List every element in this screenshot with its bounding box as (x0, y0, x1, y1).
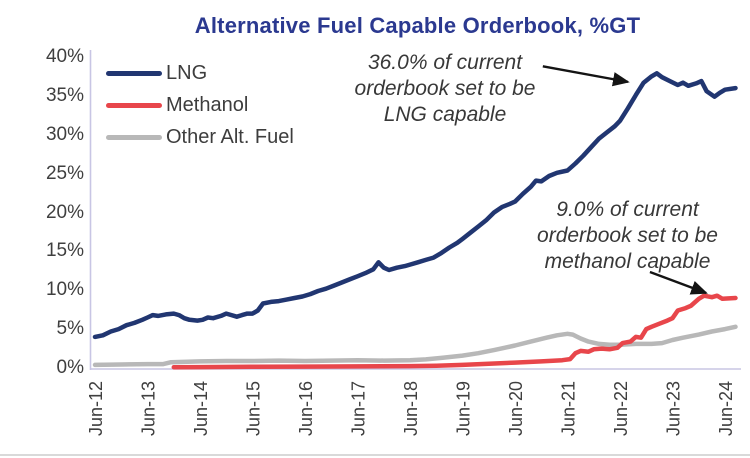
y-tick-label: 40% (45, 46, 84, 67)
x-tick-label: Jun-15 (244, 381, 264, 436)
annotation-lng-capable: 36.0% of current orderbook set to be LNG… (354, 51, 536, 126)
lng-line-swatch-icon (106, 70, 162, 76)
annotation-arrow-1 (649, 270, 708, 295)
methanol-line-swatch-icon (106, 102, 162, 108)
x-tick-label: Jun-20 (506, 381, 526, 436)
y-tick-label: 20% (45, 201, 84, 223)
series-line-other-alt-fuel (92, 324, 738, 368)
series-line-lng (92, 71, 738, 340)
x-tick-label: Jun-22 (611, 381, 631, 436)
y-tick-label: 0% (56, 357, 84, 378)
legend-label-other-alt-fuel: Other Alt. Fuel (166, 125, 294, 148)
x-tick-label: Jun-17 (349, 381, 369, 436)
annotation-arrow-0 (542, 65, 630, 87)
y-tick-label: 25% (45, 162, 84, 184)
x-tick-label: Jun-14 (191, 381, 211, 436)
x-tick-label: Jun-18 (401, 381, 421, 436)
y-tick-label: 10% (45, 279, 84, 301)
x-tick-label: Jun-13 (139, 381, 159, 436)
chart-title: Alternative Fuel Capable Orderbook, %GT (194, 13, 641, 38)
legend-item-other-alt-fuel: Other Alt. Fuel (106, 121, 294, 153)
annotation-methanol-capable: 9.0% of current orderbook set to be meth… (537, 198, 718, 273)
series-line-methanol (171, 293, 738, 370)
x-tick-label: Jun-16 (296, 381, 316, 436)
y-tick-label: 15% (45, 240, 84, 262)
bottom-border (0, 454, 750, 456)
legend-item-methanol: Methanol (106, 89, 294, 121)
legend-label-lng: LNG (166, 61, 208, 84)
other-alt-fuel-line-swatch-icon (106, 134, 162, 140)
legend-label-methanol: Methanol (166, 93, 249, 116)
y-tick-label: 30% (45, 123, 84, 145)
x-tick-label: Jun-23 (664, 381, 684, 436)
x-tick-label: Jun-12 (86, 381, 106, 436)
x-tick-label: Jun-24 (716, 381, 736, 436)
x-tick-label: Jun-21 (559, 381, 579, 436)
x-tick-label: Jun-19 (454, 381, 474, 436)
y-tick-label: 35% (45, 84, 84, 106)
legend: LNG Methanol Other Alt. Fuel (106, 57, 294, 153)
legend-item-lng: LNG (106, 57, 294, 89)
y-tick-label: 5% (56, 318, 84, 340)
